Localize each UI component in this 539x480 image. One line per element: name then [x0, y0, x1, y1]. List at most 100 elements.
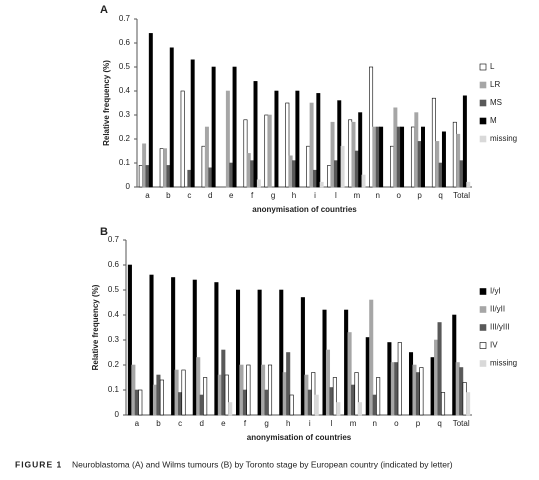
bar	[332, 377, 337, 416]
bar	[138, 165, 143, 188]
bar	[225, 90, 230, 188]
bar	[340, 145, 345, 188]
y-axis-title: Relative frequency (%)	[102, 60, 111, 146]
bar	[387, 342, 392, 416]
bar	[224, 374, 229, 416]
bar	[415, 372, 420, 416]
bar	[417, 141, 422, 188]
bar	[400, 126, 405, 188]
bar	[267, 114, 272, 188]
x-tick-label: n	[376, 191, 380, 200]
bar	[159, 148, 164, 188]
x-tick-label: q	[437, 419, 441, 428]
x-tick-label: l	[331, 419, 333, 428]
bar	[466, 392, 471, 416]
y-tick-label: 0.2	[108, 360, 120, 369]
legend-label: L	[490, 62, 495, 71]
x-tick-label: o	[394, 419, 399, 428]
bar	[452, 314, 457, 416]
panel-label: A	[100, 4, 108, 16]
y-tick-label: 0.4	[119, 86, 131, 95]
bar	[329, 387, 334, 416]
bar	[390, 362, 395, 416]
bar	[211, 66, 216, 188]
panel-label: B	[100, 226, 108, 238]
bar	[171, 277, 176, 416]
y-tick-label: 0.2	[119, 134, 131, 143]
bar	[306, 145, 311, 188]
x-tick-label: p	[417, 191, 422, 200]
x-tick-label: f	[251, 191, 254, 200]
bar	[325, 349, 331, 416]
bar	[156, 374, 161, 416]
bar	[312, 169, 317, 188]
bar	[246, 364, 251, 416]
legend-label: missing	[490, 134, 517, 143]
bar	[419, 367, 424, 416]
bar	[330, 121, 335, 188]
bar	[435, 141, 440, 188]
bar	[300, 297, 305, 416]
bar	[187, 169, 192, 188]
bar	[163, 148, 168, 188]
bar	[232, 66, 237, 188]
bar	[357, 402, 363, 416]
x-tick-label: g	[264, 419, 268, 428]
bar	[239, 364, 244, 416]
bar	[314, 394, 319, 416]
x-tick-label: q	[438, 191, 442, 200]
y-tick-label: 0.5	[119, 62, 131, 71]
legend-swatch	[479, 324, 487, 331]
bar	[166, 165, 171, 188]
bar	[253, 81, 258, 188]
bar	[285, 102, 290, 188]
y-tick-label: 0.5	[108, 285, 120, 294]
x-axis-title: anonymisation of countries	[252, 205, 357, 214]
bar	[358, 112, 363, 188]
bar	[348, 119, 353, 188]
bar	[369, 66, 374, 188]
bar	[190, 59, 195, 188]
bar	[421, 126, 425, 188]
bar	[214, 282, 219, 416]
bar	[131, 364, 136, 416]
bar	[372, 126, 377, 188]
bar	[295, 90, 300, 188]
bar	[452, 121, 457, 188]
bar	[396, 126, 401, 188]
y-tick-label: 0.7	[108, 235, 120, 244]
bar	[127, 264, 132, 416]
bar	[159, 379, 164, 416]
bar	[217, 374, 222, 416]
legend-swatch	[479, 342, 487, 349]
bar	[221, 349, 226, 416]
bar	[288, 155, 293, 188]
bar	[459, 367, 464, 416]
bar	[228, 402, 233, 416]
caption-label: FIGURE 1	[15, 459, 62, 469]
legend-swatch	[479, 99, 487, 107]
bar	[394, 362, 399, 416]
y-tick-label: 0	[126, 182, 131, 191]
bar	[390, 145, 394, 188]
bar	[459, 160, 464, 188]
bar	[408, 352, 414, 416]
bar	[337, 100, 342, 188]
bar	[134, 389, 139, 416]
y-tick-label: 0.3	[108, 335, 120, 344]
bar	[242, 389, 247, 416]
bar	[369, 299, 374, 416]
legend-swatch	[479, 63, 487, 71]
legend-swatch	[479, 117, 487, 125]
y-tick-label: 0.1	[119, 158, 131, 167]
y-tick-label: 0.6	[108, 260, 120, 269]
x-tick-label: i	[314, 191, 316, 200]
y-tick-label: 0	[115, 410, 120, 419]
bar	[456, 133, 461, 188]
bar	[246, 153, 251, 188]
legend-swatch	[479, 288, 487, 295]
legend-label: LR	[490, 80, 500, 89]
y-tick-label: 0.6	[119, 38, 131, 47]
caption-text: Neuroblastoma (A) and Wilms tumours (B) …	[72, 459, 453, 469]
